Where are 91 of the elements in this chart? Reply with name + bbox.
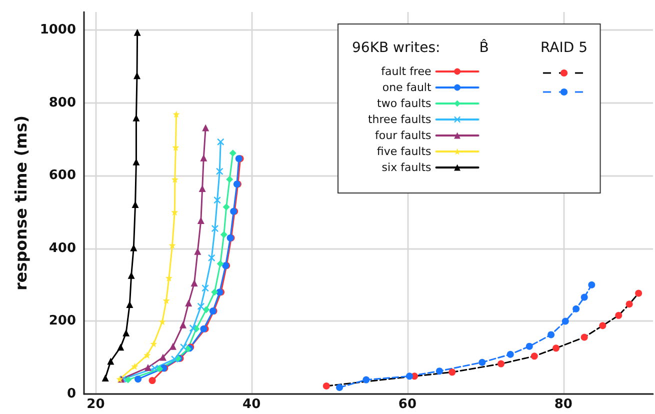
point xyxy=(222,204,230,210)
x-tick-label: 80 xyxy=(554,397,572,412)
point xyxy=(151,364,158,372)
point xyxy=(134,72,141,80)
point xyxy=(122,329,130,336)
point xyxy=(362,376,370,384)
point xyxy=(562,318,569,325)
point xyxy=(580,334,588,341)
legend-label: six faults xyxy=(382,161,432,174)
point xyxy=(635,290,642,297)
legend-label: three faults xyxy=(368,113,432,126)
point xyxy=(530,352,538,360)
point xyxy=(202,124,210,132)
x-tick-label: 60 xyxy=(398,397,417,412)
point xyxy=(117,344,124,351)
point xyxy=(626,300,633,308)
point xyxy=(211,224,218,232)
point xyxy=(336,384,344,391)
point xyxy=(156,365,164,372)
point xyxy=(216,260,224,268)
x-tick-label: 40 xyxy=(242,397,261,412)
point xyxy=(197,302,204,310)
legend-label: one fault xyxy=(382,81,432,94)
point xyxy=(124,376,132,384)
point xyxy=(202,306,210,314)
point xyxy=(171,356,178,363)
point xyxy=(599,322,606,330)
point xyxy=(588,281,596,288)
point xyxy=(179,321,186,328)
point xyxy=(190,280,198,287)
point xyxy=(144,352,151,359)
y-tick-label: 200 xyxy=(48,314,76,329)
point xyxy=(214,196,221,204)
point xyxy=(615,312,622,319)
point xyxy=(168,242,176,249)
y-tick-label: 800 xyxy=(48,95,76,110)
point xyxy=(126,301,134,308)
point xyxy=(185,300,192,307)
annotation: B̂ xyxy=(479,38,489,56)
point xyxy=(159,354,166,361)
legend-label: five faults xyxy=(376,145,432,158)
point xyxy=(102,374,109,382)
legend-label: fault free xyxy=(381,65,432,78)
point xyxy=(180,344,188,351)
point xyxy=(148,377,156,384)
point xyxy=(322,382,330,390)
point xyxy=(217,138,224,146)
y-axis-title: response time (ms) xyxy=(11,115,30,291)
y-tick-label: 600 xyxy=(48,168,76,184)
point xyxy=(131,362,138,370)
point xyxy=(526,342,533,350)
point xyxy=(208,254,216,262)
y-tick-label: 0 xyxy=(66,386,76,402)
point xyxy=(506,350,514,358)
point xyxy=(169,342,176,350)
point xyxy=(580,294,588,301)
point xyxy=(498,360,505,368)
point xyxy=(132,200,139,208)
point xyxy=(552,344,560,352)
point xyxy=(194,248,202,255)
point xyxy=(202,284,209,292)
point xyxy=(406,372,413,380)
point xyxy=(144,364,152,371)
point xyxy=(198,184,206,192)
legend-label: two faults xyxy=(377,97,432,110)
point xyxy=(134,28,141,36)
point xyxy=(128,272,135,279)
point xyxy=(436,368,443,375)
point xyxy=(211,288,218,296)
point xyxy=(548,331,555,338)
point xyxy=(158,318,166,326)
point xyxy=(448,368,456,376)
point xyxy=(220,231,228,238)
point xyxy=(150,340,158,348)
legend-label: four faults xyxy=(375,129,432,142)
point xyxy=(162,297,170,304)
point xyxy=(478,358,486,366)
legend-title: 96KB writes: xyxy=(352,40,440,56)
point xyxy=(200,154,208,162)
point xyxy=(572,305,580,312)
y-tick-label: 400 xyxy=(48,240,76,256)
y-tick-label: 1000 xyxy=(40,22,76,38)
point xyxy=(107,358,114,365)
point xyxy=(189,324,196,332)
point xyxy=(229,150,236,157)
point xyxy=(172,110,180,118)
point xyxy=(226,176,234,183)
x-tick-label: 20 xyxy=(86,397,105,412)
annotation: RAID 5 xyxy=(540,40,588,56)
point xyxy=(134,376,142,383)
point xyxy=(216,168,224,175)
